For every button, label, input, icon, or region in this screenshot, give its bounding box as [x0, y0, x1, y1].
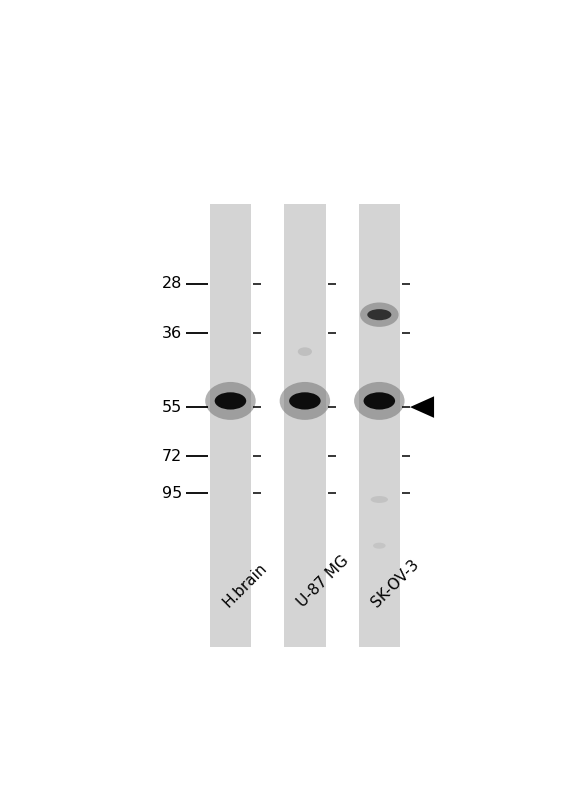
Ellipse shape — [354, 382, 405, 420]
Bar — [210, 204, 251, 647]
Ellipse shape — [280, 382, 330, 420]
Ellipse shape — [205, 382, 256, 420]
Bar — [359, 204, 400, 647]
Ellipse shape — [371, 496, 388, 503]
Ellipse shape — [373, 542, 386, 549]
Polygon shape — [410, 396, 434, 418]
Text: 72: 72 — [162, 449, 182, 464]
Text: H.brain: H.brain — [220, 561, 270, 610]
Text: 36: 36 — [162, 326, 182, 341]
Ellipse shape — [363, 392, 395, 410]
Bar — [284, 204, 325, 647]
Ellipse shape — [367, 309, 392, 320]
Ellipse shape — [215, 392, 246, 410]
Ellipse shape — [298, 347, 312, 356]
Text: SK-OV-3: SK-OV-3 — [369, 557, 422, 610]
Ellipse shape — [289, 392, 321, 410]
Text: 28: 28 — [162, 276, 182, 291]
Text: U-87 MG: U-87 MG — [294, 553, 351, 610]
Ellipse shape — [360, 302, 398, 327]
Text: 95: 95 — [162, 486, 182, 501]
Text: 55: 55 — [162, 399, 182, 414]
